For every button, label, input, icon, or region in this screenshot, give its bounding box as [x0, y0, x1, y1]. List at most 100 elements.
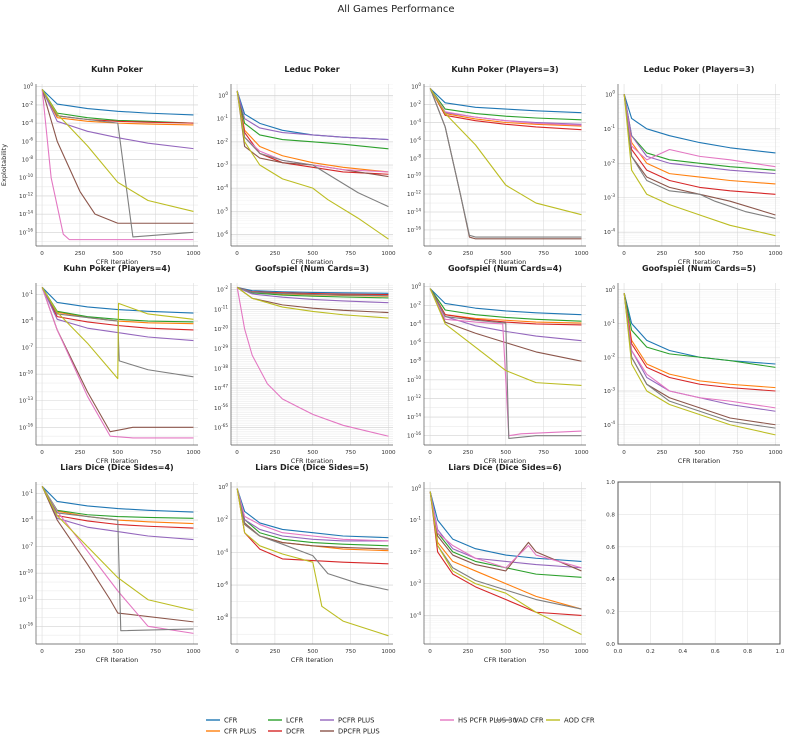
legend-item: PCFR PLUS — [320, 717, 374, 725]
y-tick-label: 10-11 — [214, 305, 228, 314]
y-tick-label: 10-2 — [22, 100, 34, 109]
y-tick-label: 10-16 — [19, 228, 33, 237]
x-tick-label: 250 — [463, 649, 474, 655]
chart-panel: Goofspiel (Num Cards=3) 0 250 500 750 1000 10-… — [214, 264, 396, 465]
x-tick-label: 750 — [538, 251, 549, 257]
x-tick-label: 250 — [270, 649, 281, 655]
series-line-cfr — [623, 94, 776, 154]
series-line-vad-cfr — [623, 293, 776, 429]
x-tick-label: 750 — [150, 450, 161, 456]
series-line-aod-cfr — [623, 293, 776, 436]
series-line-cfr — [41, 486, 194, 513]
series-line-cfr — [429, 88, 582, 114]
series-line-aod-cfr — [429, 288, 582, 386]
series-line-aod-cfr — [623, 94, 776, 237]
y-tick-label: 10-2 — [217, 515, 229, 524]
series-line-aod-cfr — [41, 486, 194, 611]
x-axis-label: CFR Iteration — [484, 258, 526, 266]
legend-item: VAD CFR — [496, 717, 544, 725]
panel-title: Liars Dice (Dice Sides=4) — [60, 463, 173, 472]
x-tick-label: 500 — [307, 450, 318, 456]
x-tick-label: 0.4 — [678, 649, 687, 655]
legend-label: DCFR — [286, 728, 305, 736]
legend: CFR CFR PLUS LCFR DCFR PCFR PLUS DPCFR PLUS HS… — [206, 717, 595, 736]
y-tick-label: 10-38 — [214, 364, 228, 373]
panel-title: Kuhn Poker (Players=4) — [63, 264, 170, 273]
y-tick-label: 10-4 — [604, 228, 616, 237]
x-tick-label: 250 — [463, 450, 474, 456]
chart-panel: Leduc Poker (Players=3) 0 250 500 750 1000 100… — [604, 65, 783, 266]
y-tick-label: 10-12 — [19, 191, 33, 200]
series-line-lcfr — [623, 293, 776, 368]
x-tick-label: 1000 — [381, 450, 396, 456]
y-tick-label: 10-7 — [22, 343, 34, 352]
y-tick-label: 10-1 — [22, 489, 34, 498]
series-line-aod-cfr — [41, 89, 194, 212]
series-lines — [41, 89, 194, 241]
x-tick-label: 250 — [463, 251, 474, 257]
x-tick-label: 250 — [270, 251, 281, 257]
series-line-dcfr — [429, 88, 582, 131]
x-axis-label: CFR Iteration — [96, 258, 138, 266]
x-axis-label: CFR Iteration — [678, 457, 720, 465]
y-tick-label: 10-2 — [604, 159, 616, 168]
grid — [36, 482, 198, 644]
x-tick-label: 250 — [75, 251, 86, 257]
x-tick-label: 0 — [235, 251, 239, 257]
chart-panel: Liars Dice (Dice Sides=4) 0 250 500 750 1000 1… — [19, 463, 201, 664]
y-tick-label: 10-10 — [407, 375, 421, 384]
y-tick-label: 10-6 — [410, 338, 422, 347]
grid — [424, 84, 586, 246]
series-line-aod-cfr — [429, 491, 582, 635]
x-tick-label: 0.2 — [646, 649, 655, 655]
y-tick-label: 10-16 — [19, 622, 33, 631]
y-tick-label: 10-4 — [22, 119, 34, 128]
x-tick-label: 0 — [428, 649, 432, 655]
x-axis-label: CFR Iteration — [291, 457, 333, 465]
x-tick-label: 1000 — [381, 251, 396, 257]
series-lines — [429, 491, 582, 635]
series-line-vad-cfr — [429, 288, 582, 440]
series-line-pcfr-plus — [623, 94, 776, 175]
y-tick-label: 100 — [23, 82, 33, 91]
y-tick-label: 10-2 — [217, 285, 229, 294]
legend-item: AOD CFR — [546, 717, 595, 725]
series-line-cfr — [237, 286, 389, 294]
series-line-pcfr-plus — [236, 90, 389, 141]
x-tick-label: 1000 — [186, 649, 201, 655]
series-line-hs-pcfr-plus-30 — [429, 491, 582, 569]
y-tick-label: 10-8 — [410, 357, 422, 366]
y-tick-label: 0.0 — [606, 642, 615, 648]
x-tick-label: 750 — [732, 251, 743, 257]
x-tick-label: 750 — [345, 649, 356, 655]
series-lines — [236, 286, 389, 437]
series-line-vad-cfr — [623, 94, 776, 219]
x-tick-label: 1000 — [574, 251, 589, 257]
y-tick-label: 10-1 — [410, 516, 422, 525]
series-line-aod-cfr — [236, 90, 389, 240]
series-line-lcfr — [429, 88, 582, 121]
legend-label: VAD CFR — [514, 717, 544, 725]
series-line-cfr — [429, 491, 582, 562]
x-tick-label: 1000 — [768, 251, 783, 257]
panel-title: Leduc Poker (Players=3) — [644, 65, 755, 74]
y-tick-label: 10-56 — [214, 403, 228, 412]
grid — [231, 283, 393, 445]
y-tick-label: 10-4 — [217, 548, 229, 557]
x-tick-label: 1000 — [186, 450, 201, 456]
y-tick-label: 100 — [605, 90, 615, 99]
y-tick-label: 10-20 — [214, 324, 228, 333]
series-line-pcfr-plus — [41, 287, 194, 342]
series-line-hs-pcfr-plus-30 — [429, 88, 582, 126]
series-line-dpcfr-plus — [41, 89, 194, 224]
y-tick-label: 10-4 — [217, 184, 229, 193]
series-line-dcfr — [41, 287, 194, 331]
chart-panel: Kuhn Poker (Players=3) 0 250 500 750 1000 100 1… — [407, 65, 589, 266]
y-tick-label: 10-10 — [407, 172, 421, 181]
y-tick-label: 100 — [411, 282, 421, 291]
legend-label: AOD CFR — [564, 717, 595, 725]
y-tick-label: 10-1 — [217, 114, 229, 123]
series-line-aod-cfr — [41, 287, 194, 380]
series-line-cfr — [41, 89, 194, 116]
